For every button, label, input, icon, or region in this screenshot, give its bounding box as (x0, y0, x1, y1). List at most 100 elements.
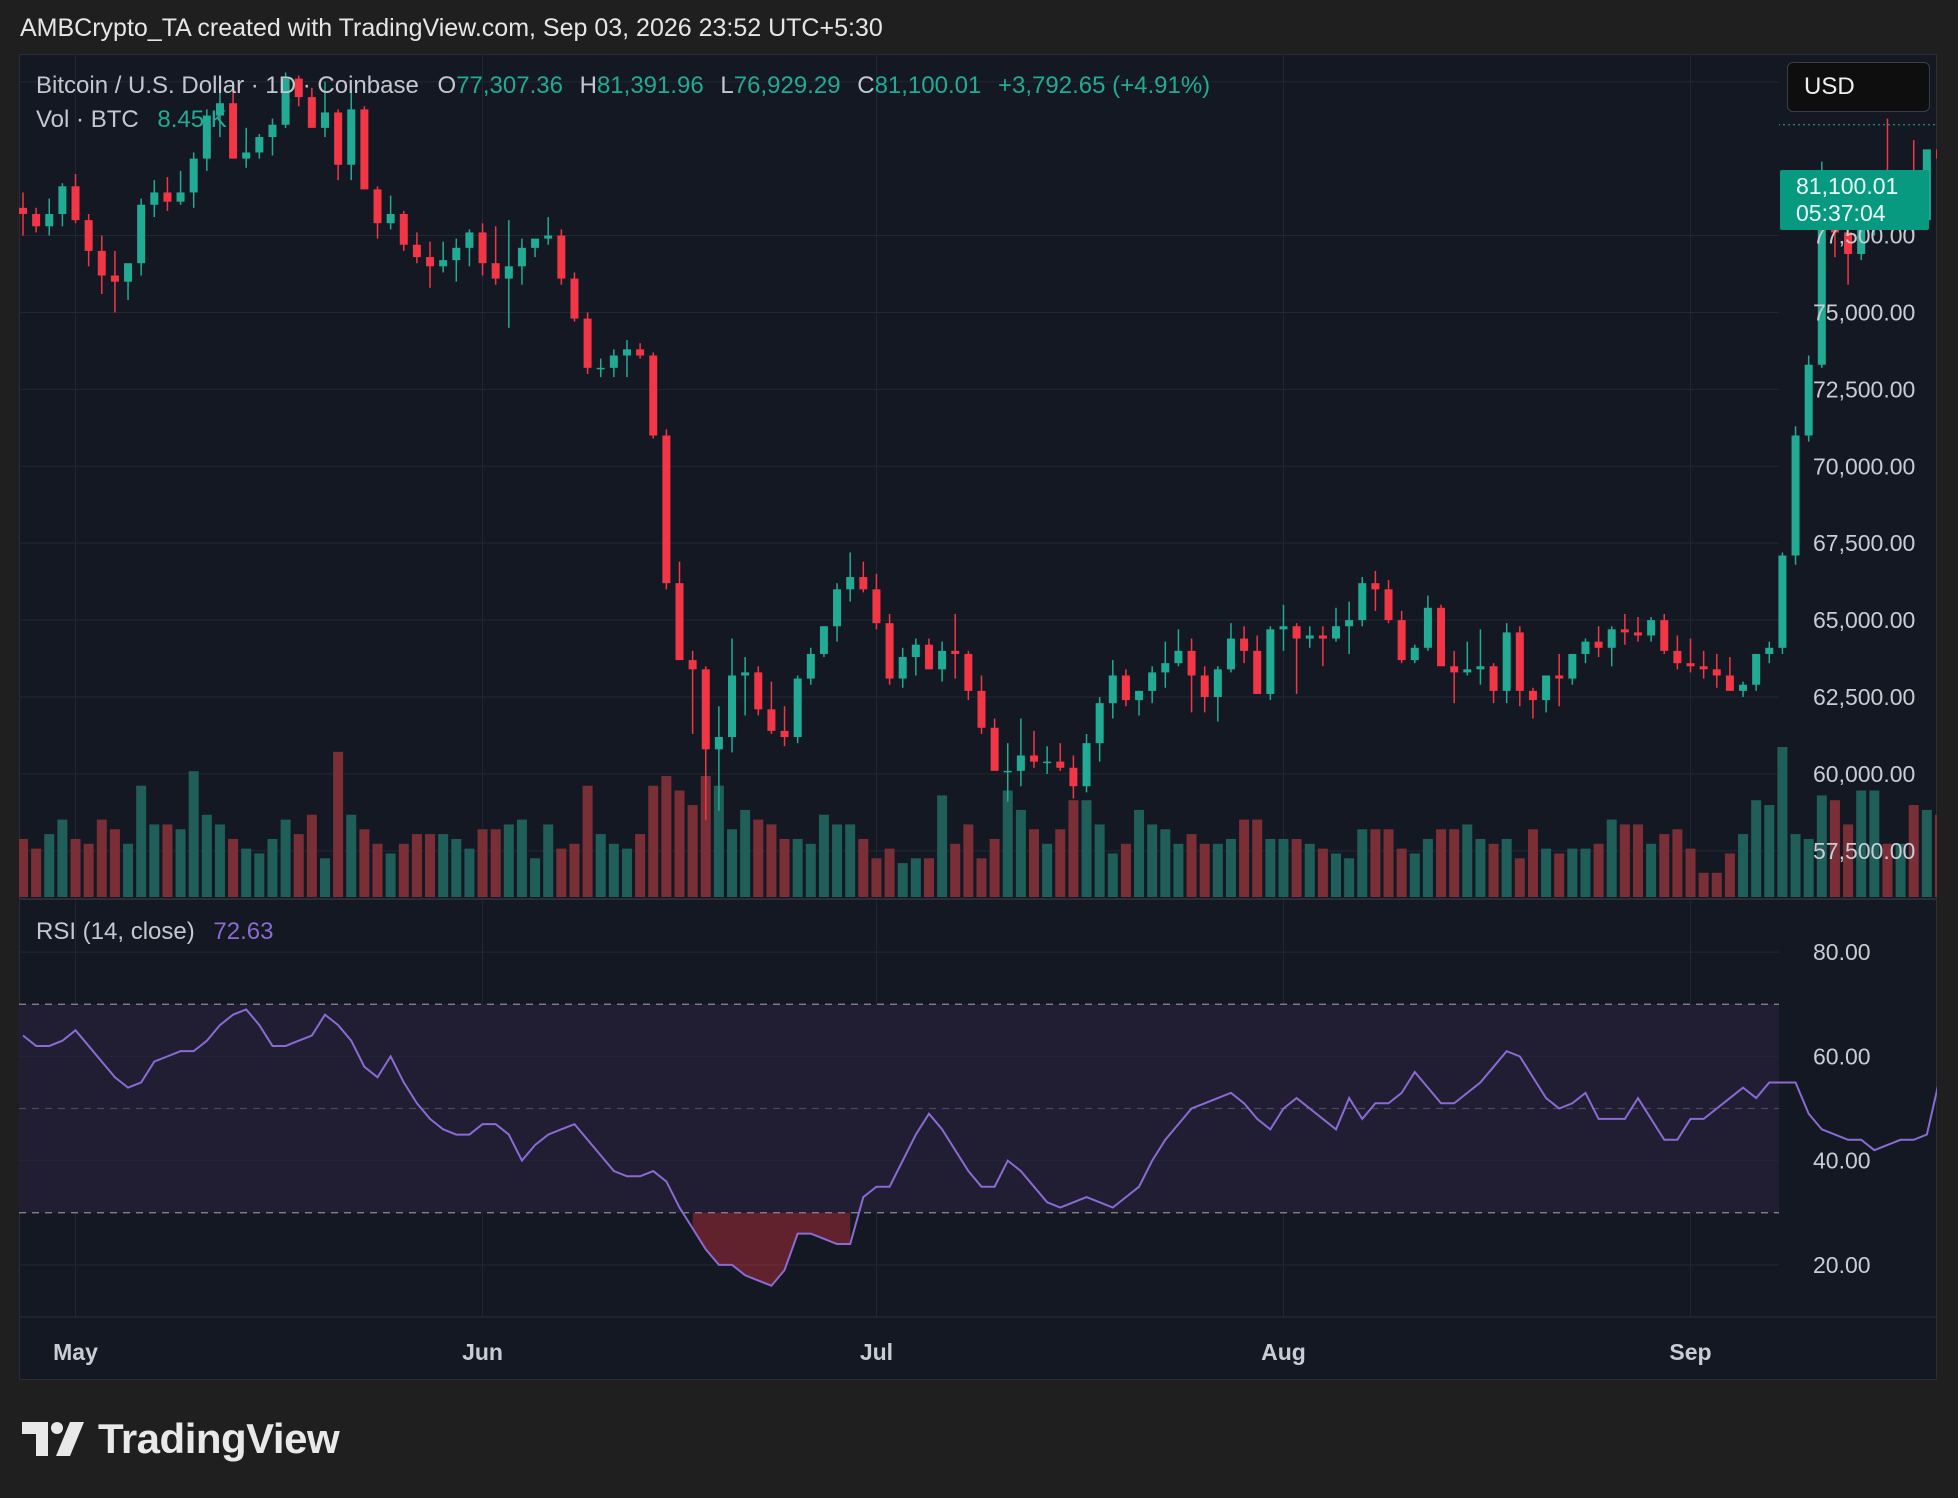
candle-body (1515, 632, 1524, 691)
volume-bar (1081, 800, 1092, 897)
volume-bar (1370, 829, 1381, 897)
candle-body (412, 244, 421, 258)
candle-body (570, 278, 579, 319)
close-value: 81,100.01 (874, 72, 982, 99)
candle-body (399, 213, 408, 245)
time-axis-label: Jun (462, 1339, 503, 1365)
candle-body (1502, 632, 1511, 691)
candle-body (819, 626, 828, 654)
volume-bar (319, 858, 330, 897)
volume-bar (950, 843, 961, 897)
volume-bar (109, 829, 120, 897)
candle-body (58, 186, 67, 214)
volume-bar (306, 814, 317, 897)
candle-body (1437, 607, 1446, 667)
candle-body (1148, 672, 1157, 691)
candle-body (1542, 675, 1551, 701)
time-axis-label: Jul (860, 1339, 893, 1365)
candle-body (1213, 669, 1222, 698)
rsi-legend: RSI (14, close) 72.63 (36, 918, 273, 946)
volume-bar (740, 809, 751, 897)
candle-body (124, 263, 133, 282)
candle-body (1765, 647, 1774, 654)
volume-bar (188, 771, 199, 897)
volume-bar (608, 843, 619, 897)
volume-bar (1265, 838, 1276, 897)
volume-bar (1567, 848, 1578, 897)
symbol-label[interactable]: Bitcoin / U.S. Dollar · 1D · Coinbase (36, 72, 419, 99)
volume-bar (503, 824, 514, 897)
candle-body (1200, 675, 1209, 698)
candle-body (1318, 635, 1327, 639)
candle-body (1003, 770, 1012, 773)
candle-body (242, 152, 251, 159)
volume-bar (1659, 834, 1670, 897)
volume-bar (713, 785, 724, 897)
rsi-axis-label: 60.00 (1813, 1043, 1871, 1069)
volume-bar (1580, 848, 1591, 897)
time-axis-label: Sep (1669, 1339, 1711, 1365)
volume-bar (136, 785, 147, 897)
candle-body (1292, 626, 1301, 639)
volume-bar (700, 776, 711, 897)
volume-bar (70, 838, 81, 897)
volume-bar (1317, 848, 1328, 897)
candle-body (977, 690, 986, 728)
rsi-axis-label: 80.00 (1813, 939, 1871, 965)
volume-bar (1790, 834, 1801, 897)
price-axis-label: 70,000.00 (1813, 453, 1915, 479)
volume-bar (1606, 819, 1617, 897)
last-price-tag: 81,100.01 05:37:04 (1780, 170, 1929, 230)
volume-bar (1541, 848, 1552, 897)
low-label: L (720, 72, 734, 99)
candle-body (150, 192, 159, 205)
volume-bar (1632, 824, 1643, 897)
volume-bar (149, 824, 160, 897)
volume-bar (727, 829, 738, 897)
volume-bar (1869, 790, 1880, 897)
volume-bar (989, 838, 1000, 897)
candle-body (583, 318, 592, 368)
volume-bar (346, 814, 357, 897)
volume-bar (871, 858, 882, 897)
candle-body (1857, 213, 1866, 254)
volume-bar (1029, 829, 1040, 897)
candle-body (189, 158, 198, 193)
volume-bar (372, 843, 383, 897)
candle-body (1463, 669, 1472, 673)
candle-body (97, 250, 106, 276)
currency-button[interactable]: USD (1787, 62, 1930, 112)
rsi-label[interactable]: RSI (14, close) (36, 918, 195, 945)
volume-bar (766, 824, 777, 897)
volume-bar (1488, 843, 1499, 897)
volume-bar (753, 819, 764, 897)
candle-body (1817, 207, 1826, 365)
volume-bar (1357, 829, 1368, 897)
volume-bar (910, 858, 921, 897)
tradingview-logo[interactable]: TradingView (22, 1414, 340, 1464)
candle-body (45, 213, 54, 227)
rsi-axis-label: 20.00 (1813, 1252, 1871, 1278)
candle-body (924, 644, 933, 670)
candle-body (1266, 629, 1275, 694)
chart-canvas[interactable]: 82,500.0077,500.0075,000.0072,500.0070,0… (19, 54, 1937, 1380)
volume-bar (1895, 843, 1906, 897)
volume-bar (1015, 809, 1026, 897)
volume-bar (175, 829, 186, 897)
candle-body (1844, 232, 1853, 254)
price-axis-label: 57,500.00 (1813, 838, 1915, 864)
candle-body (1358, 583, 1367, 621)
time-axis-label: May (53, 1339, 98, 1365)
candle-body (964, 653, 973, 691)
volume-bar (1252, 819, 1263, 897)
candle-body (202, 115, 211, 159)
volume-bar (818, 814, 829, 897)
candle-body (1725, 675, 1734, 691)
volume-bar (556, 848, 567, 897)
candle-body (859, 577, 868, 590)
candle-body (1095, 703, 1104, 744)
volume-label[interactable]: Vol · BTC (36, 106, 139, 133)
candle-body (517, 247, 526, 267)
volume-bar (1199, 843, 1210, 897)
volume-bar (1239, 819, 1250, 897)
